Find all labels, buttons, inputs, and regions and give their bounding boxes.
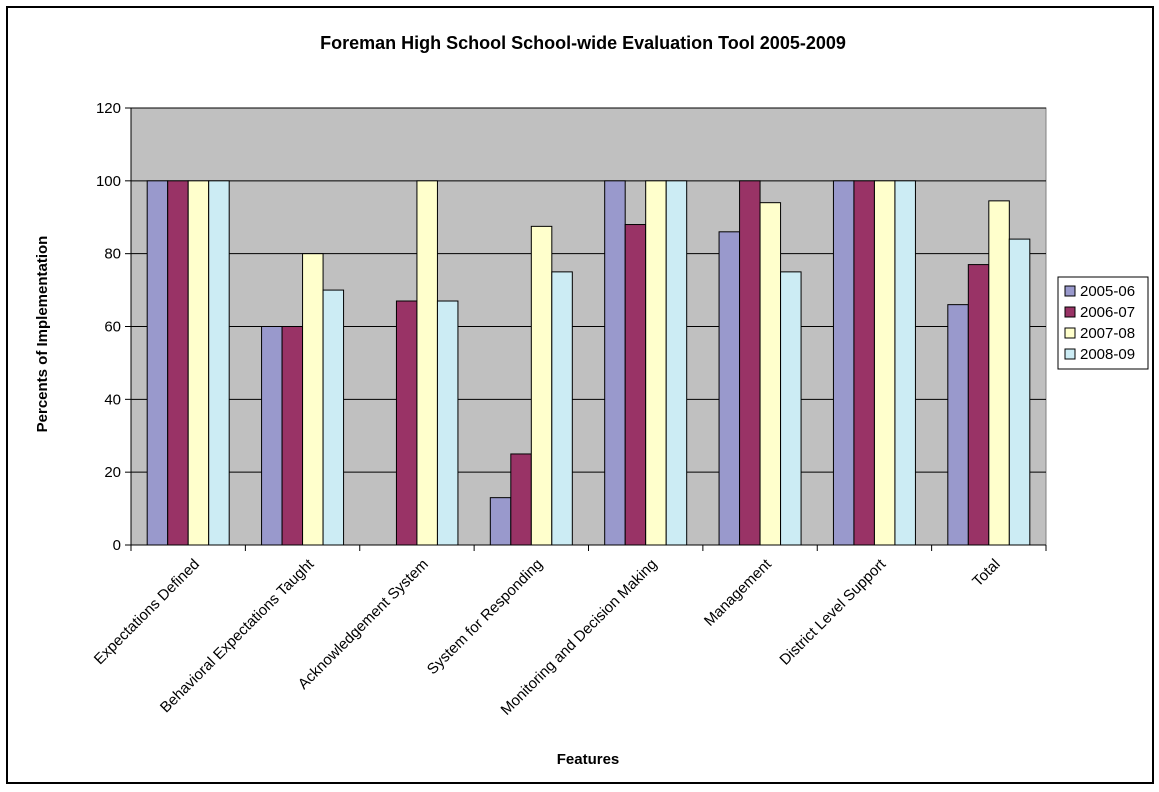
bar-chart: Foreman High School School-wide Evaluati… <box>34 33 1149 768</box>
y-tick-label: 80 <box>104 246 121 263</box>
x-tick-label: System for Responding <box>424 556 546 678</box>
bar-2006-07-3 <box>395 300 418 546</box>
y-tick-label: 60 <box>104 319 121 336</box>
bar-2006-07-4 <box>510 453 532 546</box>
y-tick-label: 120 <box>96 100 121 117</box>
bar-2008-09-7 <box>894 180 916 546</box>
legend-label: 2008-09 <box>1080 346 1135 363</box>
bar-2008-09-1 <box>208 180 230 546</box>
x-tick-label: Management <box>701 555 776 630</box>
legend-swatch <box>1064 348 1076 360</box>
bar-2005-06-4 <box>489 497 512 546</box>
bar-2006-07-8 <box>967 264 990 546</box>
bar-2007-08-4 <box>530 225 553 546</box>
bar-2005-06-8 <box>947 304 969 546</box>
legend-swatch <box>1064 327 1076 339</box>
bar-2007-08-5 <box>645 180 667 546</box>
y-tick-label: 0 <box>113 537 121 554</box>
legend-swatch <box>1064 285 1076 297</box>
bar-2007-08-2 <box>302 253 324 546</box>
bar-2007-08-6 <box>759 202 782 546</box>
y-tick-label: 40 <box>104 391 121 408</box>
bar-2008-09-5 <box>665 180 688 546</box>
bar-2005-06-6 <box>718 231 741 546</box>
x-tick-label: District Level Support <box>776 555 889 668</box>
legend: 2005-06 2006-07 2007-08 2008-09 <box>1057 276 1149 370</box>
bar-2008-09-6 <box>780 271 802 546</box>
bar-2007-08-7 <box>873 180 896 546</box>
x-tick-label: Acknowledgement System <box>295 556 432 693</box>
y-tick-label: 20 <box>104 464 121 481</box>
x-axis-title: Features <box>557 751 620 768</box>
bar-2006-07-2 <box>281 326 304 546</box>
bar-2008-09-8 <box>1008 238 1031 546</box>
bar-2005-06-5 <box>604 180 626 546</box>
bar-2005-06-1 <box>146 180 169 546</box>
x-tick-label: Expectations Defined <box>91 556 203 668</box>
legend-swatch <box>1064 306 1076 318</box>
bar-2008-09-3 <box>436 300 459 546</box>
bar-2006-07-6 <box>739 180 761 546</box>
legend-label: 2007-08 <box>1080 325 1135 342</box>
plot-area: 0 20 40 60 80 100 120 <box>96 100 1047 554</box>
chart-title: Foreman High School School-wide Evaluati… <box>320 33 846 53</box>
bar-2007-08-1 <box>187 180 210 546</box>
bar-2005-06-2 <box>261 326 283 546</box>
y-axis-title: Percents of Implementation <box>34 236 51 433</box>
legend-label: 2005-06 <box>1080 283 1135 300</box>
bar-2006-07-7 <box>853 180 875 546</box>
bar-2006-07-5 <box>624 224 647 546</box>
chart-frame: Foreman High School School-wide Evaluati… <box>6 6 1154 784</box>
y-tick-label: 100 <box>96 173 121 190</box>
x-tick-label: Total <box>969 556 1003 590</box>
bar-2007-08-3 <box>416 180 438 546</box>
bar-2006-07-1 <box>167 180 189 546</box>
bar-2008-09-2 <box>322 289 345 546</box>
bar-2008-09-4 <box>551 271 573 546</box>
legend-label: 2006-07 <box>1080 304 1135 321</box>
bar-2005-06-7 <box>832 180 855 546</box>
bar-2007-08-8 <box>988 200 1010 546</box>
